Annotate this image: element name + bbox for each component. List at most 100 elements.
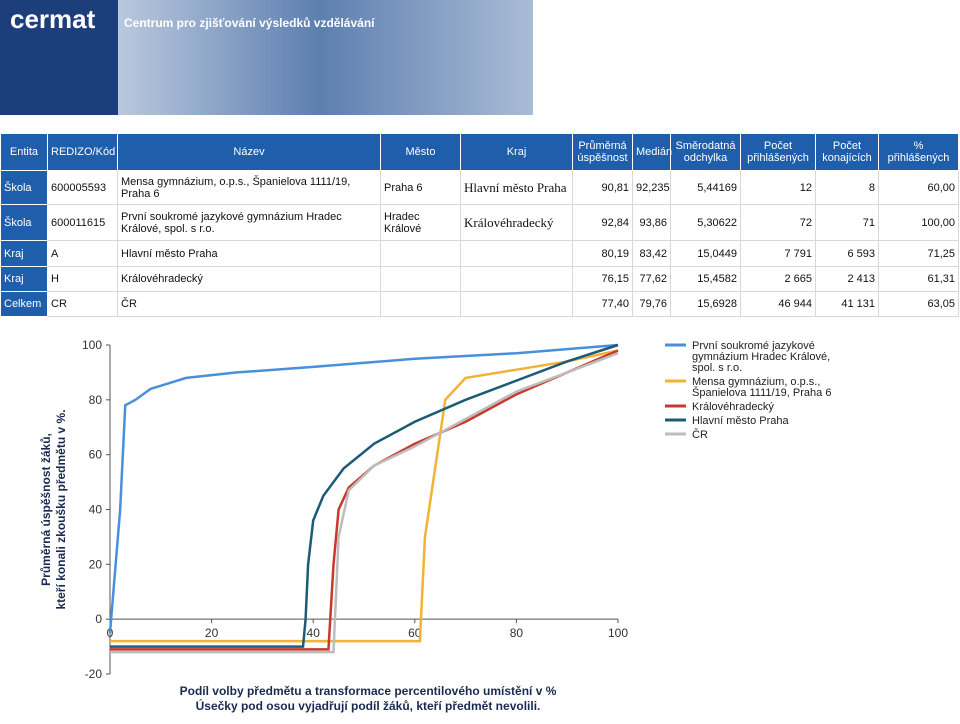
legend-label: První soukromé jazykové gymnázium Hradec … [692,340,830,374]
table-cell: 2 413 [815,266,879,292]
legend-label: ČR [692,428,708,441]
table-cell [460,266,573,292]
table-body: Škola 600005593 Mensa gymnázium, o.p.s., Š… [0,170,959,317]
table-cell: Celkem [0,291,48,317]
table-cell: 60,00 [878,170,959,205]
y-axis-label: Průměrná úspěšnost žáků, [39,433,53,586]
x-tick-label: 0 [107,626,114,640]
y-axis-label: kteří konali zkoušku předmětu v %. [54,409,68,609]
x-tick-label: 80 [510,626,524,640]
table-cell: Hlavní město Praha [460,170,573,205]
table-cell: 15,6928 [670,291,741,317]
column-header: Entita [0,133,48,171]
table-cell [380,266,461,292]
table-cell: 77,40 [572,291,633,317]
table-cell: 71,25 [878,240,959,267]
table-cell: 61,31 [878,266,959,292]
table-cell: Kraj [0,240,48,267]
table-cell: ČR [117,291,381,317]
column-header: Směrodatná odchylka [670,133,741,171]
table-cell: 6 593 [815,240,879,267]
table-cell: 8 [815,170,879,205]
column-header: Počet přihlášených [740,133,816,171]
column-header: Kraj [460,133,573,171]
y-tick-label: 0 [95,612,102,626]
series-line [110,349,619,643]
table-cell: Škola [0,204,48,241]
table-cell: 93,86 [632,204,671,241]
x-axis-label: Úsečky pod osou vyjadřují podíl žáků, kt… [196,698,541,713]
table-cell: 83,42 [632,240,671,267]
table-cell: Hlavní město Praha [117,240,381,267]
y-tick-label: 80 [89,393,103,407]
table-cell: Královéhradecký [117,266,381,292]
table-row: Škola 600005593 Mensa gymnázium, o.p.s., Š… [0,170,959,205]
column-header: Medián [632,133,672,171]
table-cell: 5,44169 [670,170,741,205]
table-cell: Hradec Králové [380,204,461,241]
table-cell: 46 944 [740,291,816,317]
table-cell: Královéhradecký [460,204,573,241]
table-row: Celkem CR ČR 77,40 79,76 15,6928 46 944 41 131 6… [0,291,959,317]
table-cell: CR [47,291,118,317]
legend-label: Hlavní město Praha [692,415,789,427]
table-cell: Mensa gymnázium, o.p.s., Španielova 1111… [117,170,381,205]
table-cell: Kraj [0,266,48,292]
table-cell: 79,76 [632,291,671,317]
table-cell: 80,19 [572,240,633,267]
table-cell [460,240,573,267]
table-row: Škola 600011615 První soukromé jazykové gy… [0,204,959,241]
x-axis-label: Podíl volby předmětu a transformace perc… [180,684,557,698]
table-cell: 72 [740,204,816,241]
y-tick-label: 20 [89,557,103,571]
table-cell: Škola [0,170,48,205]
table-cell: 100,00 [878,204,959,241]
table-cell: 600011615 [47,204,118,241]
table-row: Kraj A Hlavní město Praha 80,19 83,42 15,0449… [0,240,959,267]
column-header: REDIZO/Kód [47,133,118,171]
table-cell: 600005593 [47,170,118,205]
table-cell [380,291,461,317]
table-row: Kraj H Královéhradecký 76,15 77,62 15,4582 2 6… [0,266,959,292]
table-cell: A [47,240,118,267]
x-tick-label: 40 [307,626,321,640]
results-table: Entita REDIZO/Kód Název Město Kraj Průměrná ú… [0,133,959,317]
y-tick-label: 100 [82,338,102,352]
legend-label: Královéhradecký [692,401,774,413]
table-cell: 76,15 [572,266,633,292]
header-row: Entita REDIZO/Kód Název Město Kraj Průměrná ú… [0,133,959,171]
table-cell: 63,05 [878,291,959,317]
column-header: Počet konajících [815,133,879,171]
table-cell: První soukromé jazykové gymnázium Hradec… [117,204,381,241]
column-header: Název [117,133,381,171]
banner: cermat Centrum pro zjišťování výsledků v… [0,0,533,115]
table-cell [460,291,573,317]
table-cell: 2 665 [740,266,816,292]
table-cell: 77,62 [632,266,671,292]
x-tick-label: 100 [608,626,628,640]
legend-label: Mensa gymnázium, o.p.s., Španielova 1111/… [692,376,831,399]
table-cell: 92,235 [632,170,671,205]
table-cell: Praha 6 [380,170,461,205]
table-cell: 15,0449 [670,240,741,267]
table-cell: H [47,266,118,292]
y-tick-label: 60 [89,448,103,462]
series-line [110,343,619,648]
table-cell [380,240,461,267]
banner-subtitle: Centrum pro zjišťování výsledků vzdělává… [124,16,375,30]
x-tick-label: 60 [408,626,422,640]
y-tick-label: 40 [89,503,103,517]
column-header: Město [380,133,461,171]
x-tick-label: 20 [205,626,219,640]
table-cell: 7 791 [740,240,816,267]
chart: -20 0 20 40 60 80 100 0 20 40 60 80 100 Podíl volby p… [39,338,831,713]
table-cell: 15,4582 [670,266,741,292]
y-tick-label: -20 [85,667,103,681]
column-header: Průměrná úspěšnost [572,133,633,171]
series-line [108,343,619,633]
table-cell: 90,81 [572,170,633,205]
table-cell: 92,84 [572,204,633,241]
table-cell: 12 [740,170,816,205]
table-cell: 5,30622 [670,204,741,241]
